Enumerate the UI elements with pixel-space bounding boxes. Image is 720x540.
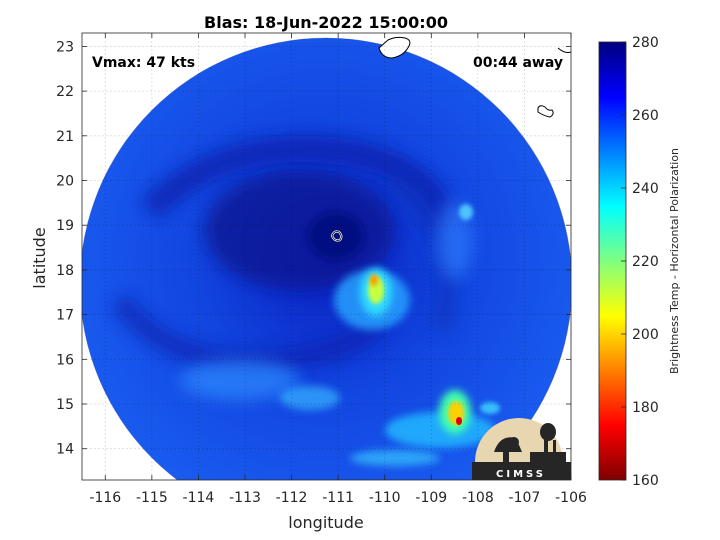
scattered-cell-southeast xyxy=(480,402,500,414)
y-tick-label: 15 xyxy=(56,397,74,413)
colorbar-tick-label: 160 xyxy=(632,473,659,489)
logo-text: CIMSS xyxy=(496,469,546,480)
logo-water-tower xyxy=(540,423,556,441)
axes-frame xyxy=(81,32,572,481)
x-tick-label: -114 xyxy=(183,490,215,506)
y-tick-label: 19 xyxy=(56,218,74,234)
x-axis-ticks: -116 -115 -114 -113 -112 -111 -110 -109 -108 -107… xyxy=(89,33,587,506)
scattered-cells-south xyxy=(350,450,440,466)
logo-tower-leg-2 xyxy=(553,440,556,462)
y-tick-label: 14 xyxy=(56,442,74,458)
y-tick-label: 22 xyxy=(56,84,74,100)
colorbar: 160 180 200 220 240 260 280 Brightness Temp - … xyxy=(598,35,681,489)
x-tick-label: -107 xyxy=(509,490,541,506)
convection-peak xyxy=(370,274,378,286)
x-tick-label: -115 xyxy=(136,490,168,506)
logo-dish-stand xyxy=(503,446,509,462)
x-tick-label: -108 xyxy=(462,490,494,506)
convective-cell-east xyxy=(459,204,473,220)
colorbar-tick-label: 240 xyxy=(632,181,659,197)
logo-building xyxy=(530,452,566,462)
x-tick-label: -106 xyxy=(555,490,587,506)
island-outline-north xyxy=(378,36,411,59)
spiral-band-north xyxy=(140,135,463,235)
colorbar-tick-label: 260 xyxy=(632,108,659,124)
logo-banner xyxy=(472,462,571,480)
x-tick-label: -111 xyxy=(322,490,354,506)
convection-southeast-peak xyxy=(456,417,462,425)
swath-edge xyxy=(82,37,571,480)
x-axis-label: longitude xyxy=(288,513,363,532)
eye-region xyxy=(308,212,364,260)
x-tick-label: -110 xyxy=(369,490,401,506)
time-away-annotation: 00:44 away xyxy=(473,55,563,71)
rainband-south-core xyxy=(280,386,340,410)
plot-title: Blas: 18-Jun-2022 15:00:00 xyxy=(204,13,448,32)
cimss-logo: CIMSS xyxy=(472,418,571,480)
y-tick-label: 21 xyxy=(56,129,74,145)
logo-dish-feed xyxy=(509,437,519,447)
vmax-annotation: Vmax: 47 kts xyxy=(92,55,195,71)
grid-lines xyxy=(82,33,572,480)
rainband-south xyxy=(180,360,300,400)
coastline-northeast xyxy=(557,47,571,53)
colorbar-tick-label: 280 xyxy=(632,35,659,51)
x-tick-label: -112 xyxy=(276,490,308,506)
logo-tower-leg xyxy=(544,438,548,462)
coastlines xyxy=(330,36,571,242)
island-outline-east xyxy=(537,105,554,118)
island-outline-center xyxy=(331,231,342,241)
spiral-band-west xyxy=(111,293,390,373)
x-tick-label: -116 xyxy=(89,490,121,506)
map-axes: CIMSS -116 -115 -114 -113 -112 -111 -110 -109 -1… xyxy=(56,32,587,506)
y-tick-label: 16 xyxy=(56,352,74,368)
x-tick-label: -113 xyxy=(229,490,261,506)
y-axis-ticks: 14 15 16 17 18 19 20 21 22 23 xyxy=(56,39,571,458)
dense-cloud-core xyxy=(205,170,395,290)
y-tick-label: 20 xyxy=(56,174,74,190)
colorbar-label: Brightness Temp - Horizontal Polarizatio… xyxy=(668,148,681,374)
y-axis-label: latitude xyxy=(30,227,49,288)
y-tick-label: 23 xyxy=(56,39,74,55)
colorbar-tick-label: 180 xyxy=(632,400,659,416)
colorbar-ticks: 160 180 200 220 240 260 280 xyxy=(621,35,659,489)
y-tick-label: 18 xyxy=(56,263,74,279)
colorbar-tick-label: 200 xyxy=(632,327,659,343)
x-tick-label: -109 xyxy=(415,490,447,506)
colorbar-tick-label: 220 xyxy=(632,254,659,270)
rainband-east xyxy=(437,200,473,280)
y-tick-label: 17 xyxy=(56,308,74,324)
swath-layer xyxy=(82,36,571,480)
